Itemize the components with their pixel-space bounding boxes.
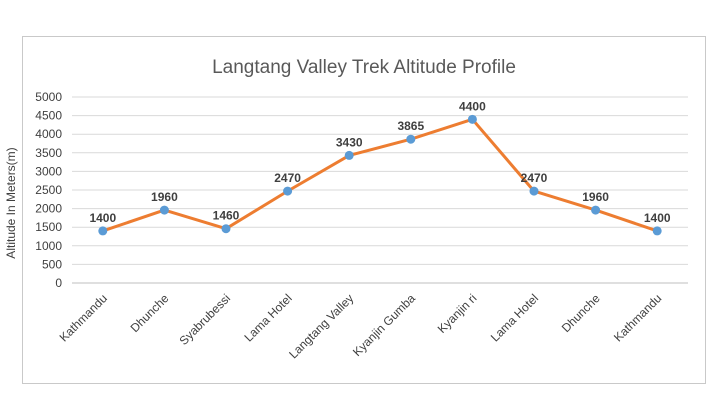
chart-title: Langtang Valley Trek Altitude Profile — [212, 57, 516, 78]
y-axis-label: Altitude In Meters(m) — [4, 147, 18, 258]
y-tick-label: 3500 — [35, 146, 62, 160]
x-tick-label: Langtang Valley — [286, 291, 356, 361]
data-label: 1460 — [213, 209, 240, 223]
data-label: 1960 — [151, 190, 178, 204]
data-point — [283, 186, 293, 196]
y-tick-label: 1500 — [35, 220, 62, 234]
y-tick-label: 4000 — [35, 127, 62, 141]
series-altitude — [98, 114, 662, 236]
y-tick-label: 1000 — [35, 239, 62, 253]
y-tick-label: 2000 — [35, 202, 62, 216]
data-label: 3865 — [397, 119, 424, 133]
y-tick-label: 4500 — [35, 109, 62, 123]
x-axis-ticks: Kathmandu Dhunche Syabrubessi Lama HotelLan… — [57, 291, 665, 361]
x-tick-label: Dhunche — [128, 291, 172, 335]
data-point — [159, 205, 169, 215]
data-label: 2470 — [274, 171, 301, 185]
data-point — [652, 226, 662, 236]
y-tick-label: 5000 — [35, 90, 62, 104]
data-labels: 1400 1960 1460 2470 3430 3865 4400 2470 1960 1400 — [89, 99, 670, 225]
data-point — [98, 226, 108, 236]
data-label: 1960 — [582, 190, 609, 204]
x-tick-label: Syabrubessi — [177, 291, 234, 348]
y-axis-ticks: 0 500 1000 1500 2000 2500 3000 3500 4000 4500 5000 — [35, 90, 62, 290]
y-tick-label: 3000 — [35, 164, 62, 178]
data-point — [221, 224, 231, 234]
x-tick-label: Kyanjin Gumba — [350, 291, 418, 359]
data-point — [591, 205, 601, 215]
data-label: 1400 — [89, 211, 116, 225]
data-label: 4400 — [459, 99, 486, 113]
data-point — [344, 150, 354, 160]
data-label: 1400 — [644, 211, 671, 225]
y-tick-label: 500 — [42, 257, 62, 271]
data-point — [467, 114, 477, 124]
x-tick-label: Dhunche — [559, 291, 603, 335]
x-tick-label: Kyanjin ri — [435, 291, 480, 336]
x-tick-label: Lama Hotel — [488, 291, 541, 344]
data-point — [529, 186, 539, 196]
x-tick-label: Kathmandu — [611, 291, 664, 344]
data-label: 3430 — [336, 135, 363, 149]
series-line — [102, 117, 658, 233]
x-tick-label: Kathmandu — [57, 291, 110, 344]
data-label: 2470 — [521, 171, 548, 185]
y-tick-label: 2500 — [35, 183, 62, 197]
data-point — [406, 134, 416, 144]
x-tick-label: Lama Hotel — [241, 291, 294, 344]
gridlines — [72, 96, 688, 284]
y-tick-label: 0 — [55, 276, 62, 290]
